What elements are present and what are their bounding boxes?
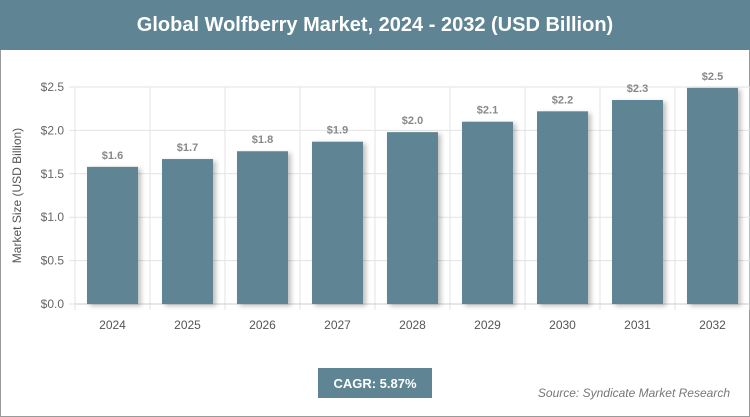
data-label: $2.2: [552, 94, 573, 106]
bar-2025: [162, 159, 213, 304]
bar-2026: [237, 151, 288, 304]
data-label: $1.9: [327, 125, 348, 137]
y-tick-label: $1.0: [41, 210, 65, 224]
y-tick-label: $0.0: [41, 297, 65, 311]
data-label: $1.6: [102, 150, 123, 162]
bar-2024: [87, 166, 138, 304]
y-tick-label: $2.0: [41, 123, 65, 137]
cagr-badge: CAGR: 5.87%: [318, 368, 432, 398]
bar-2030: [537, 111, 588, 304]
source-note: Source: Syndicate Market Research: [537, 386, 730, 400]
bar-2032: [687, 87, 738, 304]
x-tick-label: 2025: [174, 318, 201, 332]
x-tick-label: 2024: [99, 318, 126, 332]
x-tick-label: 2031: [624, 318, 651, 332]
y-tick-label: $0.5: [41, 254, 65, 268]
bar-2028: [387, 132, 438, 304]
x-tick-label: 2029: [474, 318, 501, 332]
bar-2027: [312, 141, 363, 304]
y-tick-label: $1.5: [41, 167, 65, 181]
x-tick-label: 2030: [549, 318, 576, 332]
data-label: $1.7: [177, 142, 198, 154]
data-label: $2.1: [477, 105, 498, 117]
x-tick-label: 2032: [699, 318, 726, 332]
x-tick-label: 2026: [249, 318, 276, 332]
y-axis-label: Market Size (USD Billion): [10, 128, 24, 263]
x-tick-label: 2027: [324, 318, 351, 332]
bar-2031: [612, 100, 663, 305]
data-label: $1.8: [252, 134, 273, 146]
x-tick-label: 2028: [399, 318, 426, 332]
data-label: $2.0: [402, 115, 423, 127]
bar-2029: [462, 121, 513, 304]
data-label: $2.5: [702, 71, 723, 83]
data-label: $2.3: [627, 83, 648, 95]
y-tick-label: $2.5: [41, 80, 65, 94]
chart-title: Global Wolfberry Market, 2024 - 2032 (US…: [0, 0, 750, 50]
